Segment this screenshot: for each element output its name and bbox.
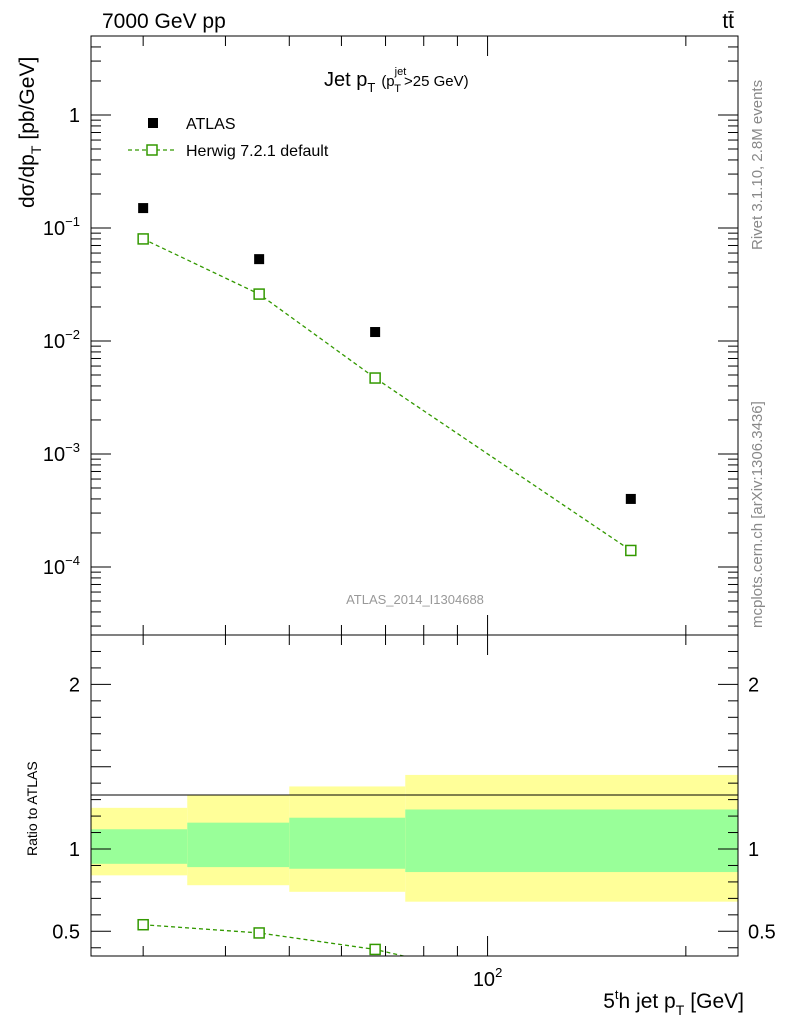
chart-title: Jet pT (pjet T >25 GeV) (324, 66, 469, 95)
main-y-tick-label: 10−4 (43, 553, 80, 579)
ratio-y-tick-label-right: 2 (748, 674, 759, 696)
legend-atlas-marker (148, 118, 158, 128)
green-uncertainty-band (187, 822, 290, 868)
ratio-y-tick-label-right: 1 (748, 839, 759, 861)
herwig-ratio-point (253, 927, 265, 939)
ratio-y-axis-label: Ratio to ATLAS (24, 761, 40, 856)
herwig-main-dashed-line (142, 238, 632, 551)
ratio-panel: 2 2 1 1 0.5 0.5 102 Ratio to ATLAS 5th jet pT[… (24, 634, 776, 1018)
legend-atlas-label: ATLAS (186, 116, 236, 133)
x-tick-label: 102 (473, 965, 502, 991)
ratio-y-tick-label-right: 0.5 (748, 921, 776, 943)
ratio-frame (90, 634, 739, 957)
atlas-data-point (370, 327, 381, 338)
herwig-data-point (625, 544, 637, 557)
mcplots-label: mcplots.cern.ch [arXiv:1306.3436] (749, 401, 766, 628)
green-uncertainty-band (405, 809, 738, 873)
herwig-data-point (253, 288, 265, 300)
herwig-data-point (369, 372, 381, 384)
ratio-y-tick-label-left: 1 (69, 839, 80, 861)
green-uncertainty-band (289, 817, 406, 869)
herwig-ratio-point (369, 943, 381, 956)
herwig-ratio-dashed-line (143, 924, 407, 956)
uncertainty-bands (91, 774, 738, 902)
atlas-data-point (625, 493, 636, 504)
x-axis-label: 5th jet pT [GeV] (603, 987, 744, 1018)
legend: ATLAS Herwig 7.2.1 default (128, 116, 329, 160)
main-y-tick-label: 10−1 (43, 214, 80, 240)
herwig-main-line (142, 238, 632, 551)
legend-herwig-marker (146, 144, 158, 156)
legend-herwig-label: Herwig 7.2.1 default (186, 143, 329, 160)
main-y-tick-label: 1 (69, 105, 80, 127)
ratio-data-points (137, 918, 381, 956)
main-data-points (137, 203, 637, 557)
process-label: tt̄ (722, 10, 734, 33)
main-axis-ticks: 1 10−1 10−2 10−3 10−4 (43, 35, 738, 635)
ratio-y-tick-label-left: 2 (69, 674, 80, 696)
herwig-data-point (137, 233, 149, 245)
main-y-axis-label: dσ/dpT[pb/GeV] (16, 57, 44, 208)
green-uncertainty-band (91, 829, 188, 864)
atlas-data-point (138, 203, 149, 214)
main-y-tick-label: 10−3 (43, 440, 80, 466)
atlas-data-point (254, 254, 265, 265)
analysis-watermark: ATLAS_2014_I1304688 (346, 592, 484, 607)
rivet-label: Rivet 3.1.10, 2.8M events (749, 80, 766, 250)
main-panel: 1 10−1 10−2 10−3 10−4 Jet pT (pjet T >25 GeV) d… (16, 35, 739, 636)
ratio-y-tick-label-left: 0.5 (52, 921, 80, 943)
ratio-axis-ticks: 2 2 1 1 0.5 0.5 102 (52, 635, 776, 991)
herwig-ratio-point (137, 918, 149, 931)
energy-label: 7000 GeV pp (102, 10, 226, 33)
main-y-tick-label: 10−2 (43, 327, 80, 353)
herwig-ratio-line (143, 924, 407, 956)
